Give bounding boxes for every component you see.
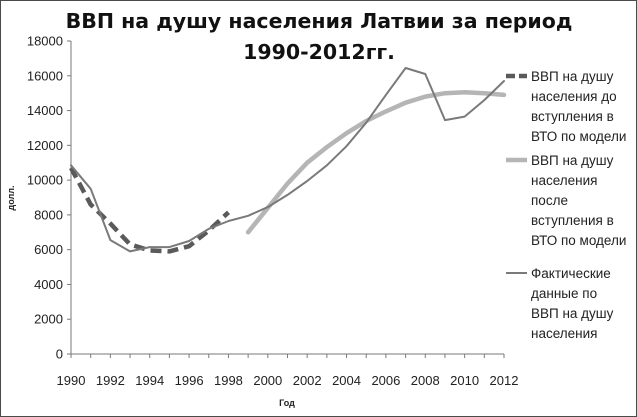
x-tick-label: 2012	[490, 373, 519, 388]
y-tick-label: 10000	[27, 173, 63, 188]
x-tick-label: 2002	[293, 373, 322, 388]
x-tick-label: 1994	[135, 373, 164, 388]
legend-label-line: ВВП на душу	[531, 306, 614, 321]
x-tick-label: 1998	[214, 373, 243, 388]
legend-label-line: населения	[531, 326, 597, 341]
legend-label-line: данные по	[531, 286, 597, 301]
y-tick-label: 14000	[27, 103, 63, 118]
y-tick-label: 0	[56, 347, 63, 362]
x-tick-label: 2006	[371, 373, 400, 388]
x-tick-label: 2008	[411, 373, 440, 388]
y-tick-label: 18000	[27, 34, 63, 49]
legend-label-line: Фактические	[531, 266, 611, 281]
legend-label-line: населения	[531, 173, 597, 188]
legend-label-line: ВВП на душу	[531, 153, 614, 168]
x-tick-label: 2000	[253, 373, 282, 388]
x-tick-label: 2010	[450, 373, 479, 388]
x-tick-label: 1996	[175, 373, 204, 388]
y-axis-title: долл.	[6, 186, 16, 211]
series-line-2	[70, 67, 505, 253]
y-tick-label: 8000	[34, 207, 63, 222]
x-tick-label: 2004	[332, 373, 361, 388]
legend-label-line: ВТО по модели	[531, 233, 626, 248]
x-axis-title: Год	[279, 398, 295, 408]
y-tick-label: 16000	[27, 68, 63, 83]
series-line-0	[69, 166, 231, 254]
y-tick-label: 12000	[27, 138, 63, 153]
chart-title-line: ВВП на душу населения Латвии за период	[66, 9, 573, 33]
legend-label-line: вступления в	[531, 109, 614, 124]
y-tick-label: 6000	[34, 242, 63, 257]
x-tick-label: 1990	[57, 373, 86, 388]
y-tick-label: 2000	[34, 312, 63, 327]
legend-label-line: после	[531, 193, 568, 208]
legend-label-line: населения до	[531, 89, 617, 104]
legend-label-line: ВВП на душу	[531, 69, 614, 84]
legend-label-line: вступления в	[531, 213, 614, 228]
series-line-1	[245, 90, 507, 235]
x-tick-label: 1992	[96, 373, 125, 388]
chart-title-line: 1990-2012гг.	[243, 40, 395, 64]
y-tick-label: 4000	[34, 277, 63, 292]
legend-label-line: ВТО по модели	[531, 129, 626, 144]
